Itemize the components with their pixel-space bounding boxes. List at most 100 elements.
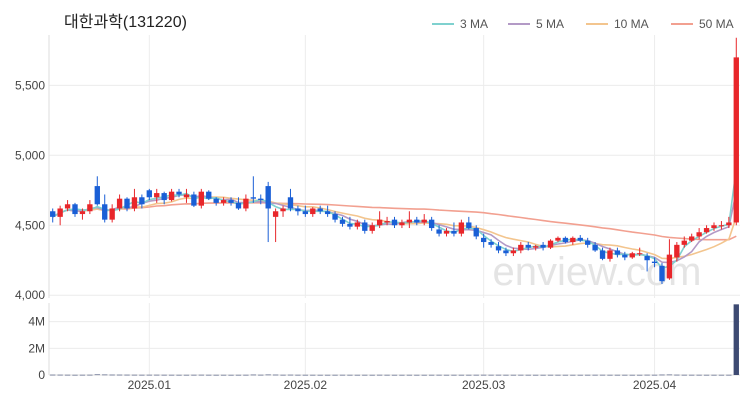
volume-bar — [369, 374, 375, 376]
price-tick-label: 5,000 — [15, 148, 45, 162]
volume-bar — [146, 374, 152, 376]
ma-line-50 — [52, 201, 737, 241]
volume-bar — [87, 374, 93, 376]
candle-body — [72, 204, 78, 215]
candle-body — [607, 250, 613, 259]
volume-bar — [503, 374, 509, 376]
candle-body — [503, 250, 509, 254]
volume-bar — [674, 374, 680, 376]
volume-bar — [711, 374, 717, 376]
candle-body — [131, 197, 138, 209]
candle-body — [79, 211, 86, 215]
candle-body — [191, 194, 197, 206]
candle-body — [585, 240, 591, 245]
volume-bar — [258, 374, 264, 376]
candle-body — [577, 237, 583, 241]
candle-body — [176, 191, 182, 195]
candle-body — [87, 204, 93, 212]
candle-body — [592, 244, 598, 251]
candle-body — [436, 229, 442, 234]
date-tick-label: 2025.03 — [462, 378, 506, 392]
volume-bar — [689, 374, 695, 376]
volume-bar — [332, 374, 338, 376]
candle-body — [376, 219, 383, 226]
volume-bar — [362, 374, 368, 376]
watermark-text: enview.com — [493, 250, 702, 294]
candle-body — [547, 240, 554, 248]
volume-bar — [726, 374, 732, 376]
candle-body — [451, 230, 457, 234]
candle-body — [443, 230, 450, 234]
volume-bar — [614, 374, 621, 376]
legend-label: 5 MA — [536, 17, 564, 31]
candle-body — [711, 225, 717, 229]
volume-bar — [421, 374, 427, 376]
candle-body — [614, 250, 621, 255]
volume-bar — [50, 374, 56, 376]
candle-body — [220, 200, 227, 203]
candle-body — [510, 250, 517, 254]
candle-body — [421, 219, 427, 223]
volume-bar — [547, 374, 554, 376]
volume-bar — [428, 374, 435, 376]
volume-bar — [154, 374, 160, 376]
candle-body — [139, 197, 145, 205]
volume-bar — [696, 374, 702, 376]
candle-body — [332, 214, 338, 220]
volume-bars — [50, 304, 739, 376]
candle-body — [154, 193, 160, 198]
volume-bar — [116, 374, 123, 376]
volume-bar — [592, 374, 598, 376]
volume-bar — [681, 374, 687, 376]
candle-body — [696, 232, 702, 237]
candle-body — [339, 219, 346, 224]
candle-body — [228, 200, 234, 203]
volume-axis: 0 2M 4M — [28, 315, 45, 382]
volume-bar — [324, 374, 331, 376]
candle-body — [414, 219, 420, 223]
volume-bar — [302, 374, 309, 376]
volume-bar — [124, 374, 130, 376]
volume-bar — [488, 374, 494, 376]
candle-body — [599, 250, 606, 259]
candle-body — [495, 246, 502, 251]
price-tick-label: 4,500 — [15, 218, 45, 232]
candle-body — [295, 208, 301, 212]
candle-body — [718, 225, 725, 227]
volume-bar — [235, 374, 242, 376]
candle-body — [317, 208, 323, 212]
volume-bar — [198, 374, 204, 376]
candle-body — [659, 265, 665, 282]
volume-bar — [659, 374, 665, 376]
volume-bar — [718, 374, 725, 376]
candle-body — [532, 246, 539, 248]
candle-body — [183, 194, 190, 198]
candlesticks — [50, 37, 739, 285]
volume-bar — [651, 374, 658, 376]
volume-bar — [532, 374, 539, 376]
volume-bar — [599, 374, 606, 376]
volume-bar — [339, 374, 346, 376]
candle-body — [206, 191, 212, 199]
volume-bar — [607, 374, 613, 376]
candle-body — [102, 204, 108, 220]
volume-bar — [622, 374, 628, 376]
volume-bar — [191, 374, 197, 376]
candle-body — [362, 222, 368, 231]
candle-body — [629, 253, 635, 258]
candle-body — [674, 244, 680, 258]
volume-bar — [109, 374, 115, 376]
volume-bar — [577, 374, 583, 376]
candle-body — [235, 202, 242, 209]
candle-body — [384, 221, 390, 223]
volume-bar — [57, 374, 63, 376]
volume-bar — [570, 374, 576, 376]
candle-body — [622, 254, 628, 258]
candle-body — [116, 198, 123, 209]
date-tick-label: 2025.04 — [633, 378, 677, 392]
candle-body — [161, 193, 167, 201]
candle-body — [555, 237, 561, 241]
candle-body — [109, 208, 115, 220]
candle-body — [213, 198, 219, 203]
